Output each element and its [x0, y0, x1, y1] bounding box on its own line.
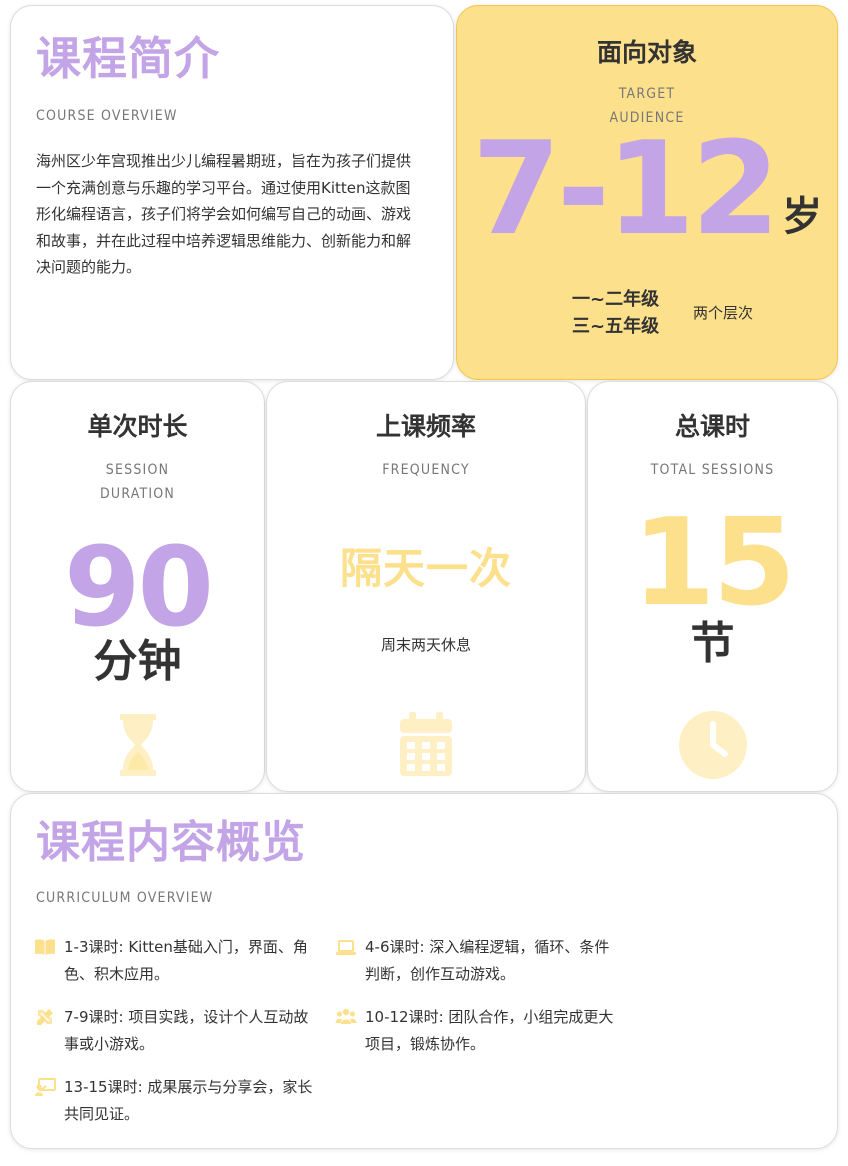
target-audience-card: 面向对象 TARGET AUDIENCE 7-12 岁 一~二年级 三~五年级 … [456, 5, 838, 380]
laptop-icon [336, 940, 356, 955]
frequency-value: 隔天一次 [339, 544, 512, 593]
pencil-ruler-icon [37, 1009, 53, 1025]
grade-groups: 一~二年级 三~五年级 [572, 286, 659, 340]
total-sessions-subtitle: TOTAL SESSIONS [650, 462, 775, 478]
book-icon [35, 939, 55, 955]
team-icon [335, 1008, 357, 1024]
total-sessions-title: 总课时 [674, 412, 750, 441]
levels-note: 两个层次 [693, 304, 754, 322]
course-overview-subtitle: COURSE OVERVIEW [36, 108, 178, 124]
session-duration-unit: 分钟 [93, 636, 182, 687]
curriculum-item: 13-15课时: 成果展示与分享会，家长共同见证。 [34, 1074, 316, 1127]
grade-group-2: 三~五年级 [572, 316, 660, 337]
clock-icon [678, 711, 747, 779]
total-sessions-unit: 节 [690, 618, 735, 669]
frequency-card: 上课频率 FREQUENCY 隔天一次 周末两天休息 [266, 381, 586, 792]
curriculum-item: 7-9课时: 项目实践，设计个人互动故事或小游戏。 [34, 1004, 316, 1057]
session-duration-value: 90 [63, 523, 214, 651]
target-audience-subtitle-line2: AUDIENCE [609, 110, 685, 126]
total-sessions-value: 15 [632, 494, 796, 633]
course-overview-card: 课程简介 COURSE OVERVIEW 海州区少年宫现推出少儿编程暑期班，旨在… [10, 5, 454, 380]
course-overview-body: 海州区少年宫现推出少儿编程暑期班，旨在为孩子们提供一个充满创意与乐趣的学习平台。… [36, 152, 412, 276]
frequency-title: 上课频率 [375, 412, 476, 441]
curriculum-item-text: 10-12课时: 团队合作，小组完成更大项目，锻炼协作。 [365, 1008, 614, 1053]
curriculum-item-text: 13-15课时: 成果展示与分享会，家长共同见证。 [64, 1078, 313, 1123]
age-range: 7-12 岁 [457, 124, 837, 254]
session-duration-title: 单次时长 [87, 412, 188, 441]
curriculum-item: 4-6课时: 深入编程逻辑，循环、条件判断，创作互动游戏。 [335, 934, 617, 987]
curriculum-item: 1-3课时: Kitten基础入门，界面、角色、积木应用。 [34, 934, 316, 987]
target-audience-subtitle-line1: TARGET [618, 86, 676, 102]
frequency-subtitle: FREQUENCY [382, 462, 470, 478]
session-duration-subtitle-line2: DURATION [100, 486, 175, 502]
curriculum-overview-subtitle: CURRICULUM OVERVIEW [36, 890, 214, 906]
session-duration-card: 单次时长 SESSION DURATION 90 分钟 [10, 381, 265, 792]
curriculum-item-text: 7-9课时: 项目实践，设计个人互动故事或小游戏。 [64, 1008, 309, 1053]
frequency-subtitle-wrap: FREQUENCY [267, 458, 585, 482]
session-duration-subtitle-line1: SESSION [105, 462, 170, 478]
curriculum-item-text: 4-6课时: 深入编程逻辑，循环、条件判断，创作互动游戏。 [365, 938, 610, 983]
presentation-icon [35, 1078, 56, 1096]
session-duration-subtitle: SESSION DURATION [11, 458, 264, 506]
target-audience-title: 面向对象 [596, 38, 697, 67]
curriculum-overview-title: 课程内容概览 [36, 817, 306, 868]
course-overview-title: 课程简介 [36, 32, 221, 85]
target-audience-subtitle: TARGET AUDIENCE [457, 82, 837, 130]
curriculum-item-text: 1-3课时: Kitten基础入门，界面、角色、积木应用。 [64, 938, 308, 983]
total-sessions-subtitle-wrap: TOTAL SESSIONS [588, 458, 837, 482]
frequency-note: 周末两天休息 [380, 636, 471, 654]
age-range-value: 7-12 [471, 115, 780, 264]
total-sessions-card: 总课时 TOTAL SESSIONS 15 节 [587, 381, 838, 792]
curriculum-overview-card: 课程内容概览 CURRICULUM OVERVIEW 1-3课时: Kitten… [10, 793, 838, 1149]
hourglass-icon [119, 714, 156, 776]
curriculum-item: 10-12课时: 团队合作，小组完成更大项目，锻炼协作。 [335, 1004, 617, 1057]
calendar-icon [400, 712, 452, 776]
age-range-unit: 岁 [782, 194, 823, 240]
grade-group-1: 一~二年级 [572, 289, 660, 310]
